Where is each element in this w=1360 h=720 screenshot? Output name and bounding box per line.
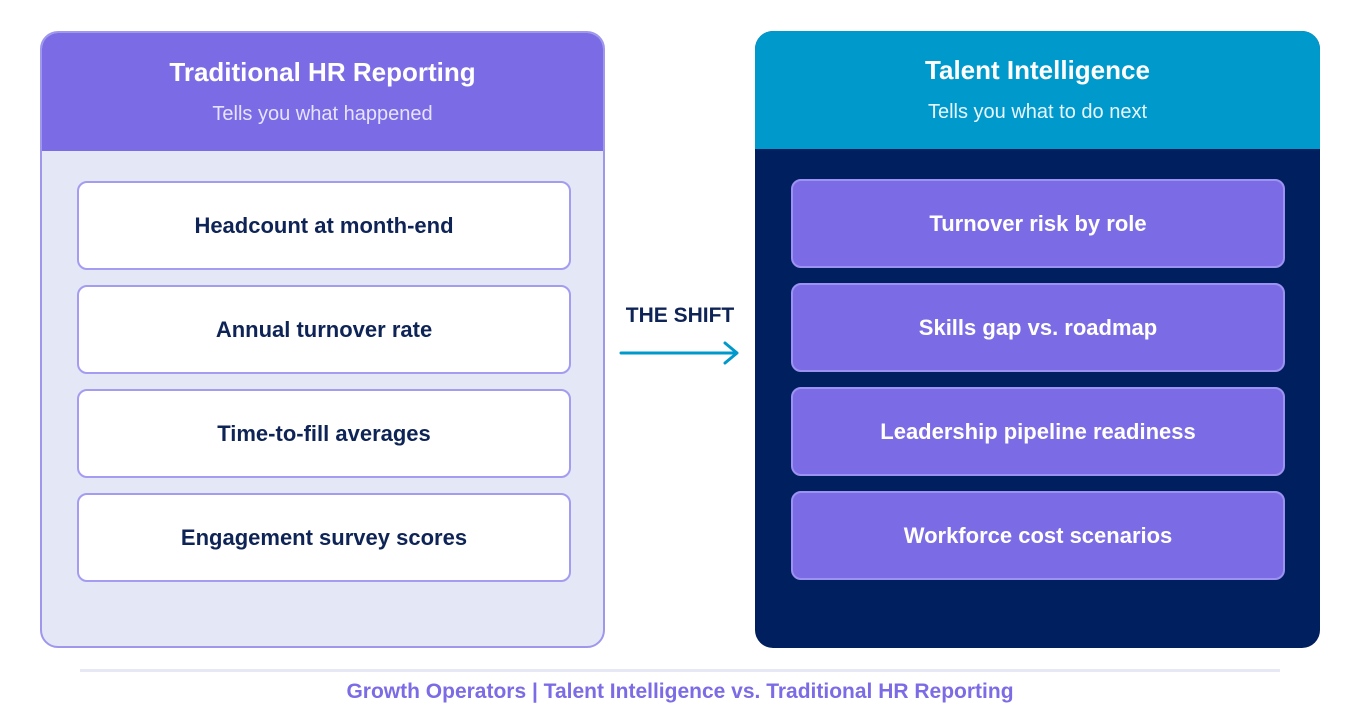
traditional-hr-items: Headcount at month-end Annual turnover r… — [77, 181, 571, 597]
traditional-hr-panel: Traditional HR Reporting Tells you what … — [40, 31, 605, 648]
talent-intelligence-item: Turnover risk by role — [791, 179, 1285, 268]
arrow-right-icon — [619, 341, 739, 365]
talent-intelligence-panel: Talent Intelligence Tells you what to do… — [755, 31, 1320, 648]
talent-intelligence-item: Leadership pipeline readiness — [791, 387, 1285, 476]
traditional-hr-item: Headcount at month-end — [77, 181, 571, 270]
talent-intelligence-items: Turnover risk by role Skills gap vs. roa… — [791, 179, 1285, 595]
traditional-hr-header: Traditional HR Reporting Tells you what … — [42, 33, 603, 151]
traditional-hr-subtitle: Tells you what happened — [212, 103, 433, 125]
talent-intelligence-header: Talent Intelligence Tells you what to do… — [755, 31, 1320, 149]
talent-intelligence-item: Workforce cost scenarios — [791, 491, 1285, 580]
traditional-hr-title: Traditional HR Reporting — [169, 57, 476, 87]
traditional-hr-item: Annual turnover rate — [77, 285, 571, 374]
talent-intelligence-title: Talent Intelligence — [925, 55, 1150, 85]
talent-intelligence-item: Skills gap vs. roadmap — [791, 283, 1285, 372]
footer-divider — [80, 669, 1280, 672]
shift-label: THE SHIFT — [625, 304, 735, 327]
talent-intelligence-subtitle: Tells you what to do next — [927, 101, 1147, 123]
traditional-hr-item: Engagement survey scores — [77, 493, 571, 582]
footer-caption: Growth Operators | Talent Intelligence v… — [346, 680, 1014, 703]
traditional-hr-item: Time-to-fill averages — [77, 389, 571, 478]
shift-connector: THE SHIFT — [610, 302, 750, 366]
